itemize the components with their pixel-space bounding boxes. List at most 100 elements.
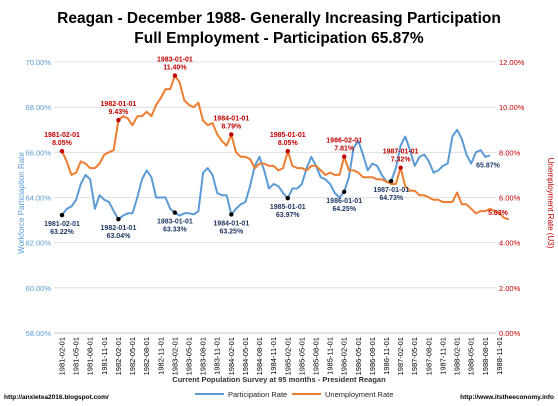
annotation-marker (172, 210, 178, 215)
annotation-date: 1987-01-01 (373, 187, 409, 194)
x-tick-label: 1984-08-01 (255, 337, 264, 375)
x-tick-label: 1987-11-01 (438, 337, 447, 375)
footer-right-url: http://www.itstheeconomy.info (460, 394, 554, 401)
right-tick-label: 4.00% (499, 239, 521, 248)
x-tick-label: 1986-08-01 (368, 337, 377, 375)
annotation-value: 8.05% (52, 140, 73, 147)
x-tick-label: 1986-02-01 (340, 337, 349, 375)
annotation-marker (285, 195, 290, 201)
annotation-value: 8.79% (221, 123, 242, 130)
x-tick-label: 1987-08-01 (424, 337, 433, 375)
gridlines (54, 61, 496, 334)
left-tick-label: 68.00% (26, 103, 52, 112)
annotation-marker (389, 178, 394, 184)
annotation-date: 1983-01-01 (157, 57, 193, 64)
legend: Participation Rate Unemployment Rate (195, 390, 393, 399)
left-axis-label: Workforce Particiaption Rate (17, 152, 26, 254)
right-tick-label: 6.00% (499, 194, 521, 203)
annotation-value: 7.32% (391, 157, 412, 164)
annotation-date: 1985-01-01 (270, 204, 306, 211)
chart-title-line2: Full Employment - Participation 65.87% (134, 30, 424, 47)
x-tick-label: 1982-11-01 (156, 337, 165, 375)
annotation-marker (398, 165, 403, 170)
left-tick-label: 70.00% (26, 58, 52, 67)
annotation-value: 63.33% (163, 227, 188, 234)
annotation-value: 64.73% (379, 195, 404, 202)
right-axis-ticks: 0.00% 2.00% 4.00% 6.00% 8.00% 10.00% 12.00% (499, 58, 525, 338)
footer-left-url: http://anxietea2016.blogspot.com/ (4, 394, 109, 401)
annotation-value: 11.40% (163, 65, 187, 72)
x-axis-label: Current Population Survey at 95 months -… (172, 375, 386, 384)
annotation-marker (116, 117, 121, 123)
left-tick-label: 62.00% (26, 239, 52, 248)
unemployment-rate-line (61, 74, 510, 221)
participation-rate-line (61, 128, 491, 221)
annotation-marker (229, 212, 234, 217)
x-tick-label: 1985-02-01 (283, 337, 292, 375)
x-tick-label: 1983-05-01 (184, 337, 193, 375)
annotations: 1981-02-0163.22%1982-01-0163.04%1983-01-… (44, 57, 509, 241)
annotation-value: 63.04% (107, 233, 132, 240)
x-tick-label: 1988-05-01 (467, 337, 476, 375)
x-tick-label: 1988-08-01 (481, 337, 490, 375)
right-tick-label: 10.00% (499, 103, 525, 112)
x-tick-label: 1988-02-01 (453, 337, 462, 375)
legend-unemployment-label: Unemployment Rate (325, 390, 393, 399)
annotation-value: 7.81% (334, 146, 355, 153)
right-tick-label: 2.00% (499, 284, 521, 293)
left-tick-label: 58.00% (26, 329, 52, 338)
annotation-date: 1986-01-01 (326, 198, 362, 205)
legend-participation-label: Participation Rate (228, 390, 287, 399)
x-tick-label: 1984-11-01 (269, 337, 278, 375)
annotation-date: 1984-01-01 (213, 115, 249, 122)
x-tick-label: 1983-08-01 (199, 337, 208, 375)
participation-end-label: 65.87% (476, 162, 501, 169)
x-tick-label: 1981-11-01 (100, 337, 109, 375)
annotation-value: 8.05% (278, 140, 299, 147)
x-tick-label: 1982-05-01 (128, 337, 137, 375)
right-tick-label: 12.00% (499, 58, 525, 67)
annotation-marker (229, 132, 234, 137)
x-tick-label: 1984-02-01 (227, 337, 236, 375)
annotation-marker (172, 73, 178, 78)
x-tick-label: 1983-02-01 (170, 337, 179, 375)
x-tick-label: 1984-05-01 (241, 337, 250, 375)
annotation-marker (285, 149, 290, 154)
annotation-date: 1982-01-01 (101, 225, 137, 232)
annotation-date: 1981-02-01 (44, 132, 80, 139)
x-tick-label: 1982-08-01 (142, 337, 151, 375)
x-tick-label: 1987-02-01 (396, 337, 405, 375)
chart-title-line1: Reagan - December 1988- Generally Increa… (57, 10, 501, 27)
x-tick-label: 1986-05-01 (354, 337, 363, 375)
annotation-value: 9.43% (109, 109, 130, 116)
annotation-marker (59, 212, 65, 218)
annotation-marker (59, 149, 65, 154)
x-tick-label: 1985-08-01 (311, 337, 320, 375)
x-tick-label: 1983-11-01 (213, 337, 222, 375)
x-tick-label: 1981-02-01 (58, 337, 67, 375)
x-tick-label: 1981-05-01 (72, 337, 81, 375)
right-tick-label: 0.00% (499, 329, 521, 338)
annotation-value: 64.25% (332, 206, 357, 213)
annotation-marker (341, 154, 347, 159)
right-tick-label: 8.00% (499, 148, 521, 157)
x-tick-label: 1986-11-01 (382, 337, 391, 375)
left-axis-ticks: 58.00% 60.00% 62.00% 64.00% 66.00% 68.00% 70.0… (26, 58, 52, 338)
right-axis-label: Unemployment Rate (U3) (546, 158, 555, 249)
left-tick-label: 64.00% (26, 194, 52, 203)
x-tick-label: 1981-08-01 (86, 337, 95, 375)
annotation-date: 1982-01-01 (101, 101, 137, 108)
unemployment-end-label: 5.03% (488, 210, 509, 217)
annotation-date: 1983-01-01 (157, 219, 193, 226)
annotation-value: 63.22% (50, 229, 75, 236)
left-tick-label: 66.00% (26, 148, 52, 157)
annotation-value: 63.25% (219, 228, 244, 235)
annotation-date: 1981-02-01 (44, 221, 80, 228)
left-tick-label: 60.00% (26, 284, 52, 293)
x-tick-label: 1987-05-01 (410, 337, 419, 375)
x-tick-label: 1982-02-01 (114, 337, 123, 375)
annotation-value: 63.97% (276, 212, 301, 219)
annotation-date: 1987-01-01 (383, 149, 419, 156)
series-lines (61, 74, 510, 221)
x-tick-label: 1985-11-01 (326, 337, 335, 375)
